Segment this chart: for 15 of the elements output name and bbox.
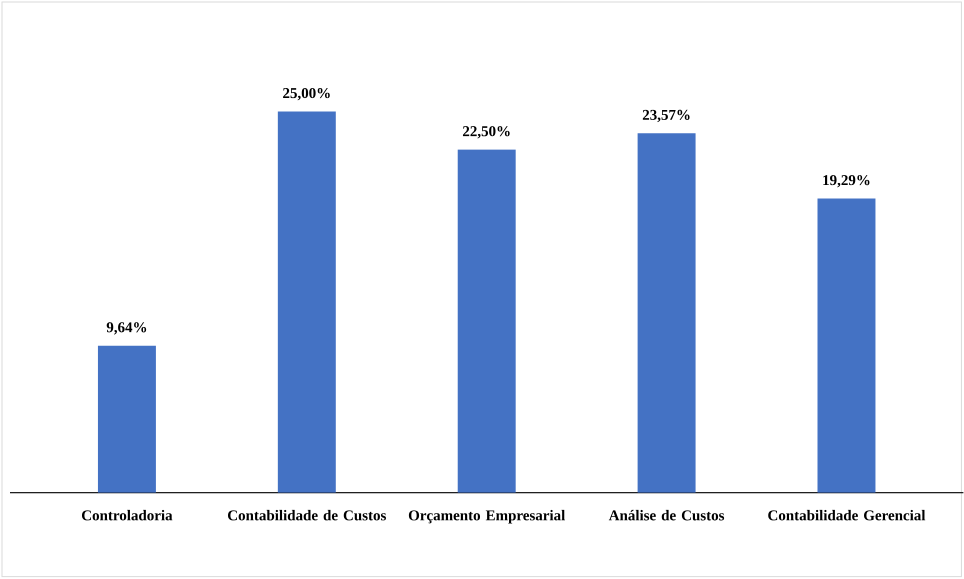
bar: [638, 133, 696, 493]
data-label: 22,50%: [462, 126, 510, 139]
bar: [278, 112, 336, 493]
bar: [818, 198, 876, 493]
x-tick-label: Análise de Custos: [608, 510, 724, 521]
data-label: 9,64%: [106, 322, 146, 335]
x-tick-label: Controladoria: [82, 510, 172, 521]
data-label: 23,57%: [642, 110, 690, 122]
x-tick-label: Contabilidade Gerencial: [768, 510, 926, 521]
bar: [98, 346, 156, 493]
data-label: 19,29%: [823, 175, 870, 188]
x-tick-label: Orçamento Empresarial: [408, 510, 566, 524]
bar: [458, 150, 516, 493]
x-tick-label: Contabilidade de Custos: [228, 510, 386, 521]
data-label: 25,00%: [283, 88, 330, 100]
